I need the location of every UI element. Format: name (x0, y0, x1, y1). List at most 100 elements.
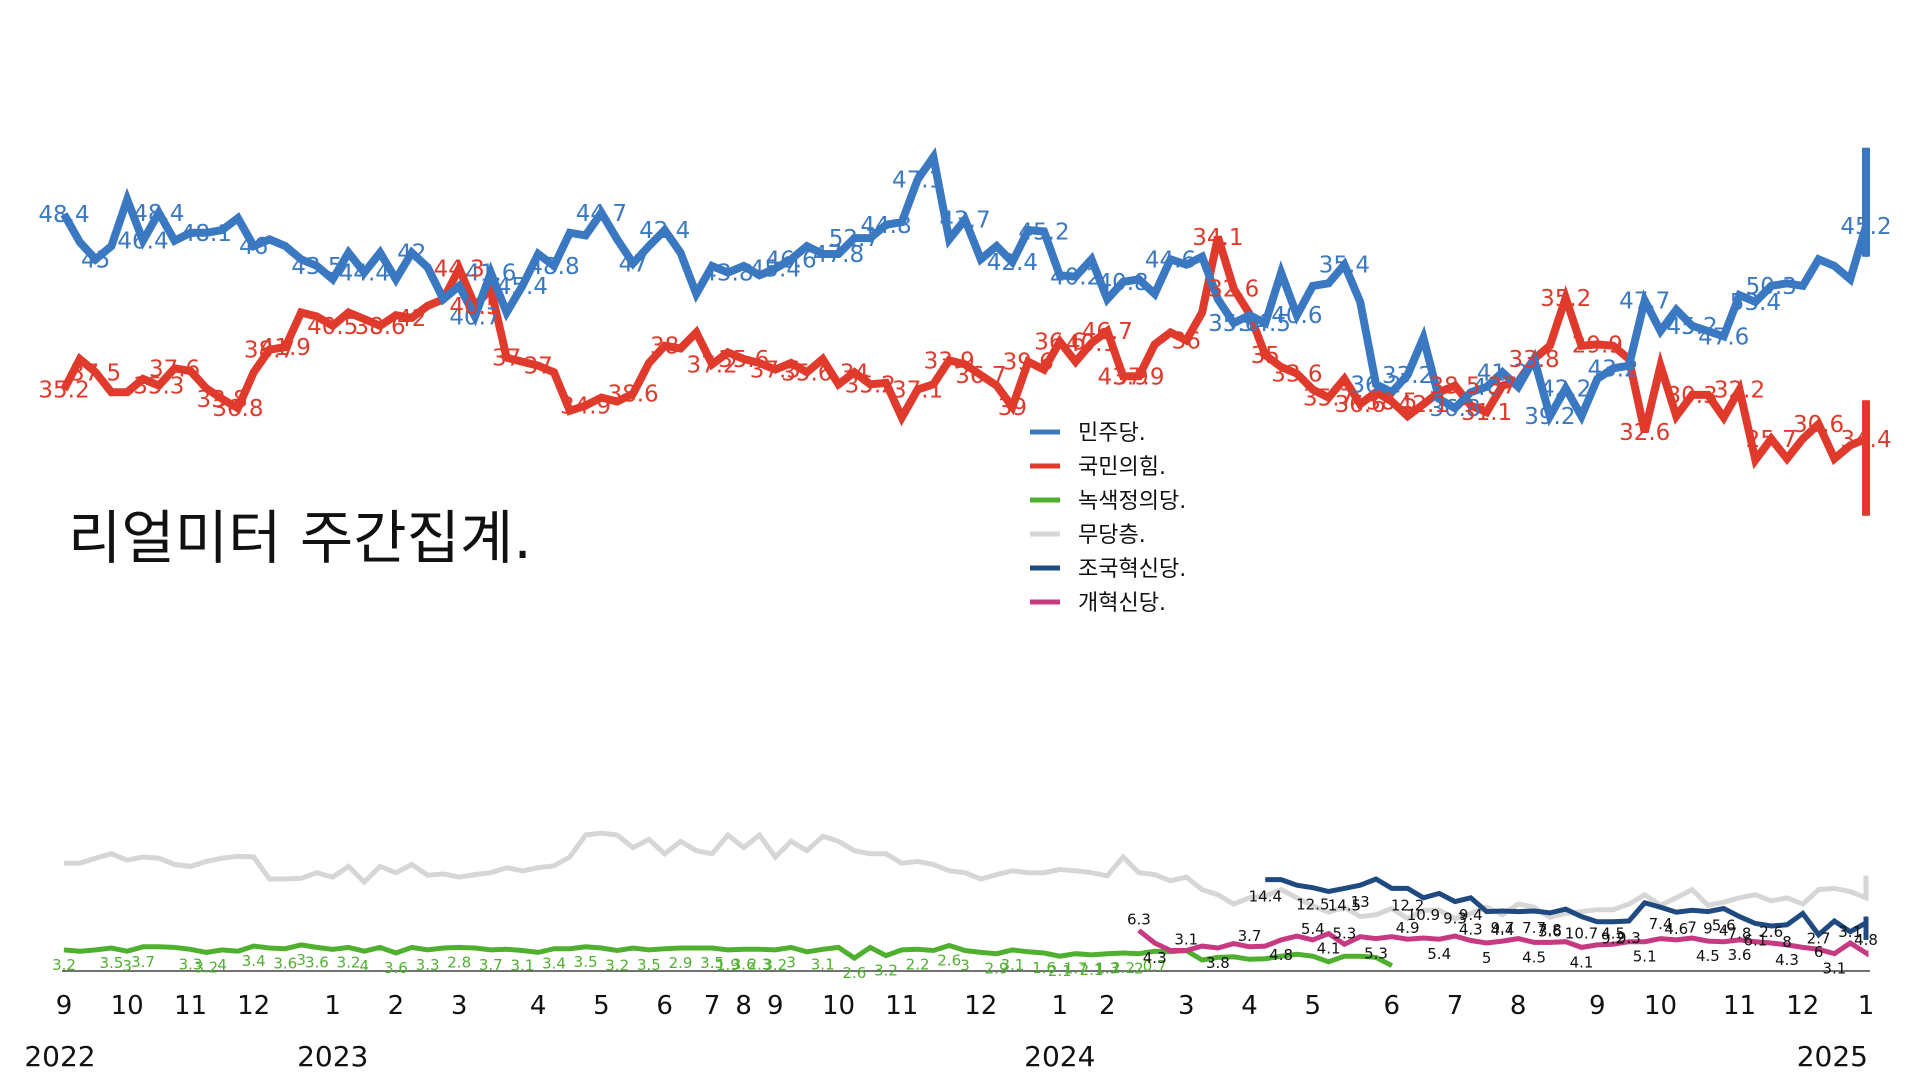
point-국민의힘 (537, 365, 539, 367)
point-국민의힘 (1091, 342, 1092, 344)
point-민주당 (395, 278, 397, 280)
point-개혁신당 (1470, 940, 1472, 941)
point-녹색정의당 (853, 957, 855, 959)
point-개혁신당 (1739, 939, 1740, 941)
point-무당층 (1644, 894, 1646, 896)
data-label-국민의힘: 42 (397, 306, 426, 332)
data-label-녹색정의당: 3.1 (811, 955, 835, 973)
data-label-개혁신당: 5.4 (1427, 945, 1451, 963)
point-조국혁신당 (1391, 887, 1393, 889)
point-녹색정의당 (1201, 959, 1203, 961)
point-무당층 (79, 862, 81, 864)
point-국민의힘 (1201, 312, 1203, 313)
point-국민의힘 (759, 362, 760, 364)
point-국민의힘 (1011, 406, 1013, 408)
point-무당층 (759, 834, 760, 836)
data-label-조국혁신당: 7.8 (1728, 925, 1752, 943)
point-개혁신당 (1233, 943, 1235, 945)
point-녹색정의당 (664, 948, 666, 950)
point-녹색정의당 (711, 947, 713, 949)
x-tick-label: 2 (388, 991, 405, 1021)
point-조국혁신당 (1849, 931, 1851, 933)
data-label-조국혁신당: 9.7 (1490, 919, 1514, 937)
data-label-국민의힘: 33.6 (1271, 362, 1322, 388)
point-국민의힘 (1865, 399, 1867, 401)
point-녹색정의당 (269, 947, 270, 949)
data-label-개혁신당: 5.3 (1332, 924, 1356, 942)
point-민주당 (1154, 293, 1156, 295)
data-label-국민의힘: 30.3 (1666, 383, 1717, 409)
point-무당층 (1849, 891, 1851, 892)
point-민주당 (1865, 224, 1867, 226)
point-민주당 (664, 229, 666, 231)
point-민주당 (1185, 264, 1187, 266)
point-무당층 (1264, 895, 1266, 897)
point-국민의힘 (110, 391, 112, 393)
data-label-조국혁신당: 7.7 (1522, 919, 1546, 937)
point-녹색정의당 (727, 949, 729, 951)
data-label-민주당: 44.7 (576, 201, 627, 227)
point-무당층 (1596, 909, 1598, 911)
point-민주당 (1375, 383, 1377, 385)
point-무당층 (1343, 906, 1345, 908)
point-녹색정의당 (1043, 952, 1045, 954)
legend: 민주당. 국민의힘. 녹색정의당. 무당층. 조국혁신당. 개혁신당. (1030, 421, 1186, 616)
point-녹색정의당 (1280, 955, 1282, 957)
point-민주당 (1739, 294, 1740, 296)
point-국민의힘 (1407, 415, 1409, 417)
point-민주당 (885, 224, 887, 226)
point-민주당 (379, 252, 381, 254)
point-국민의힘 (727, 351, 729, 353)
point-민주당 (1059, 274, 1061, 276)
point-녹색정의당 (158, 946, 160, 948)
data-label-개혁신당: 4.5 (1696, 947, 1720, 965)
x-year-label: 2024 (1024, 1040, 1095, 1073)
data-label-국민의힘: 35.6 (718, 347, 769, 373)
point-무당층 (664, 853, 666, 855)
point-무당층 (205, 860, 207, 862)
point-국민의힘 (790, 362, 792, 364)
data-label-녹색정의당: 3 (296, 951, 306, 969)
data-label-국민의힘: 40.1 (1066, 331, 1117, 357)
data-label-국민의힘: 37.6 (149, 356, 200, 382)
data-label-국민의힘: 36.7 (955, 363, 1006, 389)
point-민주당 (695, 293, 697, 295)
point-국민의힘 (363, 318, 365, 320)
point-민주당 (822, 253, 824, 255)
point-민주당 (774, 268, 776, 270)
point-민주당 (980, 258, 982, 260)
point-조국혁신당 (1833, 920, 1835, 922)
legend-label: 무당층. (1078, 523, 1146, 548)
data-label-국민의힘: 32.6 (1208, 277, 1259, 303)
point-녹색정의당 (1328, 961, 1330, 963)
point-국민의힘 (1343, 378, 1345, 380)
point-무당층 (316, 872, 318, 874)
data-label-민주당: 46.4 (117, 229, 168, 255)
point-민주당 (237, 217, 239, 219)
data-label-조국혁신당: 13 (1351, 893, 1370, 911)
data-label-녹색정의당: 2.9 (669, 954, 693, 972)
x-tick-label: 11 (1723, 991, 1756, 1021)
point-국민의힘 (648, 362, 650, 364)
point-무당층 (458, 876, 460, 878)
data-label-국민의힘: 38.6 (607, 382, 658, 408)
point-조국혁신당 (1865, 916, 1867, 918)
point-무당층 (537, 867, 539, 869)
point-조국혁신당 (1865, 931, 1867, 933)
point-무당층 (1296, 897, 1298, 899)
point-국민의힘 (221, 398, 223, 400)
data-label-녹색정의당: 3 (786, 953, 796, 971)
point-민주당 (174, 240, 176, 242)
point-민주당 (1091, 258, 1092, 260)
point-국민의힘 (1059, 341, 1061, 343)
point-무당층 (1201, 889, 1203, 891)
point-무당층 (1865, 875, 1867, 877)
point-무당층 (379, 865, 381, 867)
point-녹색정의당 (474, 947, 476, 949)
point-녹색정의당 (63, 949, 65, 951)
data-label-녹색정의당: 1.7 (1064, 960, 1088, 978)
series-국민의힘 (60, 235, 1870, 517)
point-무당층 (1185, 876, 1187, 878)
point-무당층 (363, 881, 365, 883)
point-개혁신당 (1723, 941, 1725, 943)
